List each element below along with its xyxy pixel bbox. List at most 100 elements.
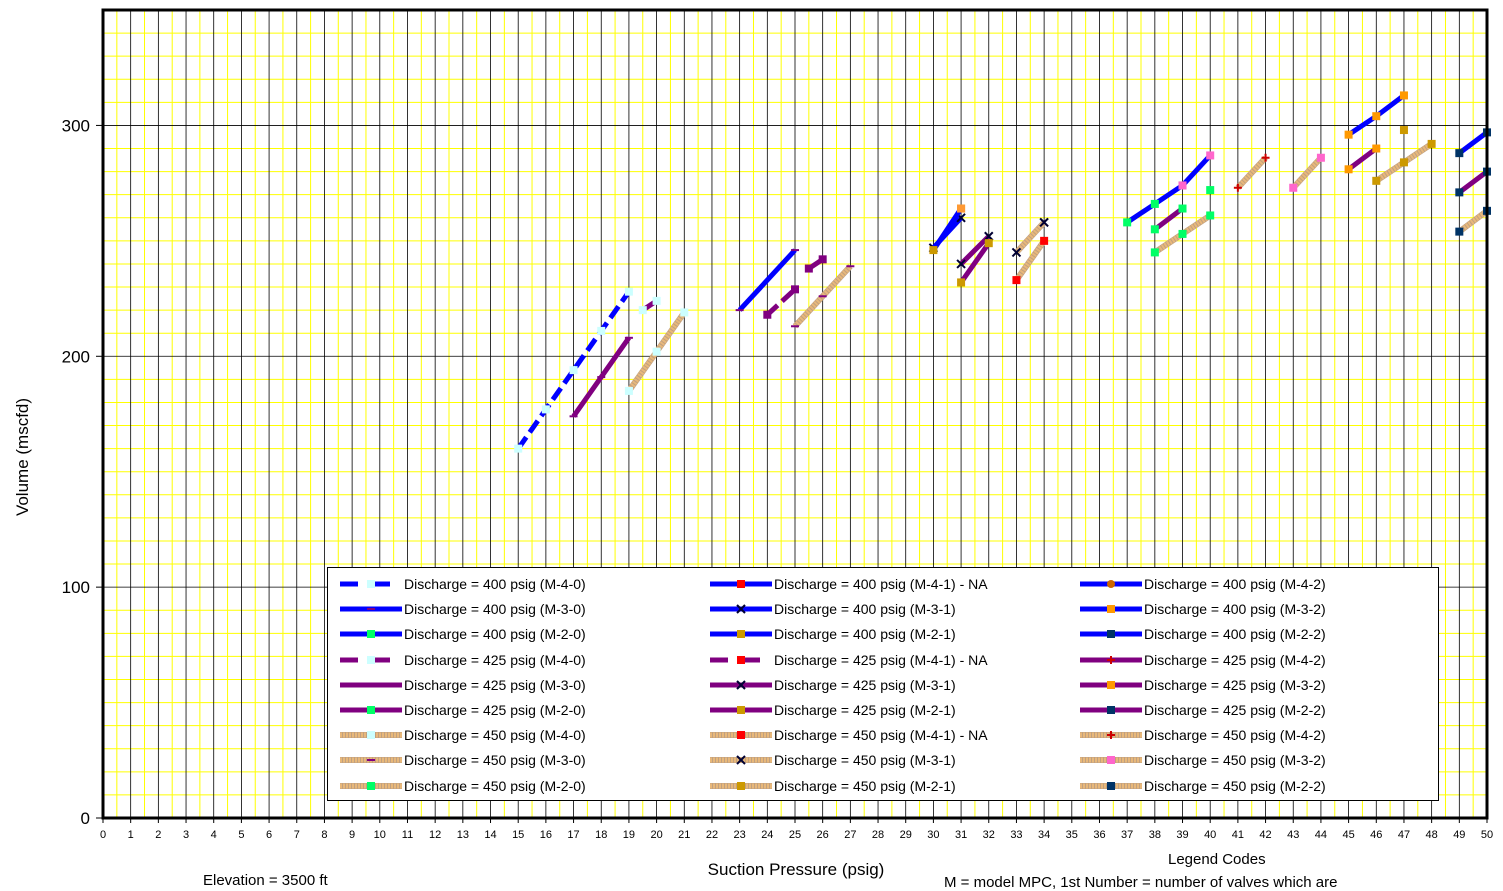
y-tick-label: 200	[62, 347, 90, 366]
series-line	[737, 248, 797, 312]
x-tick-label: 11	[402, 829, 413, 841]
data-point	[1316, 153, 1325, 162]
legend-marker	[1107, 630, 1115, 639]
legend-marker	[1107, 680, 1115, 689]
data-point	[818, 255, 827, 264]
legend-label: Discharge = 400 psig (M-3-0)	[404, 601, 586, 618]
series-24	[1150, 211, 1215, 257]
x-tick-label: 18	[595, 829, 607, 841]
y-tick-label: 0	[81, 809, 90, 828]
legend-swatch	[340, 781, 402, 790]
legend-marker	[736, 680, 746, 690]
legend-swatch	[340, 682, 402, 688]
series-13	[956, 231, 994, 269]
legend-marker	[737, 781, 745, 790]
y-axis-label: Volume (mscfd)	[13, 398, 32, 516]
data-point	[1261, 153, 1270, 162]
legend-entry: Discharge = 425 psig (M-3-0)	[340, 675, 586, 695]
data-point	[652, 296, 661, 305]
legend-entry: Discharge = 400 psig (M-4-1) - NA	[710, 574, 988, 594]
x-tick-label: 24	[761, 829, 773, 841]
legend-swatch	[340, 706, 402, 714]
series-line	[516, 290, 631, 451]
x-tick-label: 1	[128, 829, 134, 841]
data-point	[984, 231, 994, 241]
x-tick-label: 25	[789, 829, 801, 841]
legend-swatch	[710, 630, 772, 639]
series-line	[959, 241, 991, 284]
data-point	[929, 246, 938, 255]
data-point	[541, 405, 550, 414]
legend-swatch	[710, 706, 772, 714]
legend-swatch	[340, 606, 402, 612]
data-point	[638, 306, 647, 315]
data-point	[791, 249, 799, 252]
x-tick-label: 32	[983, 829, 995, 841]
x-tick-label: 43	[1287, 829, 1299, 841]
legend-swatch	[1080, 706, 1142, 714]
x-tick-label: 4	[211, 829, 217, 841]
legend-label: Discharge = 450 psig (M-4-1) - NA	[774, 727, 988, 744]
legend-entry: Discharge = 450 psig (M-2-1)	[710, 776, 956, 796]
data-point	[763, 310, 772, 319]
legend-entry: Discharge = 425 psig (M-3-1)	[710, 675, 956, 695]
data-point	[1123, 218, 1132, 227]
legend-swatch	[1080, 781, 1142, 790]
legend-swatch	[710, 655, 772, 664]
x-tick-label: 12	[429, 829, 441, 841]
x-tick-label: 6	[266, 829, 272, 841]
series-line	[931, 207, 964, 252]
data-point	[569, 366, 578, 375]
legend-swatch	[1080, 655, 1142, 664]
x-tick-label: 21	[678, 829, 690, 841]
legend-marker	[1107, 731, 1115, 740]
legend-label: Discharge = 425 psig (M-4-0)	[404, 651, 586, 668]
x-tick-label: 2	[155, 829, 161, 841]
legend-marker	[736, 755, 746, 766]
data-point	[1372, 176, 1381, 185]
x-tick-label: 26	[817, 829, 829, 841]
data-point	[1455, 188, 1464, 197]
data-point	[1178, 181, 1187, 190]
data-point	[680, 308, 689, 317]
series-line	[1457, 169, 1489, 195]
legend-codes-title: Legend Codes	[1168, 851, 1266, 868]
x-tick-label: 17	[567, 829, 579, 841]
series-line	[959, 234, 991, 266]
legend-entry: Discharge = 400 psig (M-4-0)	[340, 574, 586, 594]
series-line	[1236, 156, 1268, 190]
x-tick-label: 10	[374, 829, 386, 841]
data-point	[569, 415, 578, 418]
x-tick-label: 36	[1093, 829, 1105, 841]
x-tick-label: 0	[100, 829, 106, 841]
series-line	[1014, 220, 1046, 255]
x-tick-label: 33	[1010, 829, 1022, 841]
series-line	[1347, 146, 1378, 172]
legend-label: Discharge = 425 psig (M-4-1) - NA	[774, 651, 988, 668]
series-line	[1014, 239, 1047, 282]
y-tick-label: 100	[62, 578, 90, 597]
series-line	[1457, 130, 1489, 156]
segment-line	[1180, 153, 1213, 188]
x-tick-label: 15	[512, 829, 524, 841]
legend-marker	[1107, 655, 1115, 664]
legend-marker	[737, 630, 745, 639]
series-line	[1457, 208, 1489, 234]
x-axis-label: Suction Pressure (psig)	[708, 860, 885, 879]
data-point	[1206, 151, 1215, 160]
elevation-note: Elevation = 3500 ft	[203, 872, 328, 889]
data-point	[1344, 165, 1353, 174]
legend-entry: Discharge = 450 psig (M-3-2)	[1080, 750, 1326, 770]
legend-marker	[1107, 706, 1115, 714]
legend-marker	[367, 731, 375, 740]
legend-entry: Discharge = 400 psig (M-3-0)	[340, 599, 586, 619]
extra-segment-0	[1178, 151, 1215, 190]
legend-label: Discharge = 400 psig (M-4-1) - NA	[774, 576, 988, 592]
x-tick-label: 45	[1342, 829, 1354, 841]
legend-label: Discharge = 450 psig (M-2-1)	[774, 777, 956, 794]
legend-entry: Discharge = 425 psig (M-2-0)	[340, 700, 586, 720]
x-tick-label: 41	[1232, 829, 1244, 841]
x-tick-label: 13	[457, 829, 469, 841]
extra-segment-4	[957, 204, 966, 213]
x-tick-label: 16	[540, 829, 552, 841]
